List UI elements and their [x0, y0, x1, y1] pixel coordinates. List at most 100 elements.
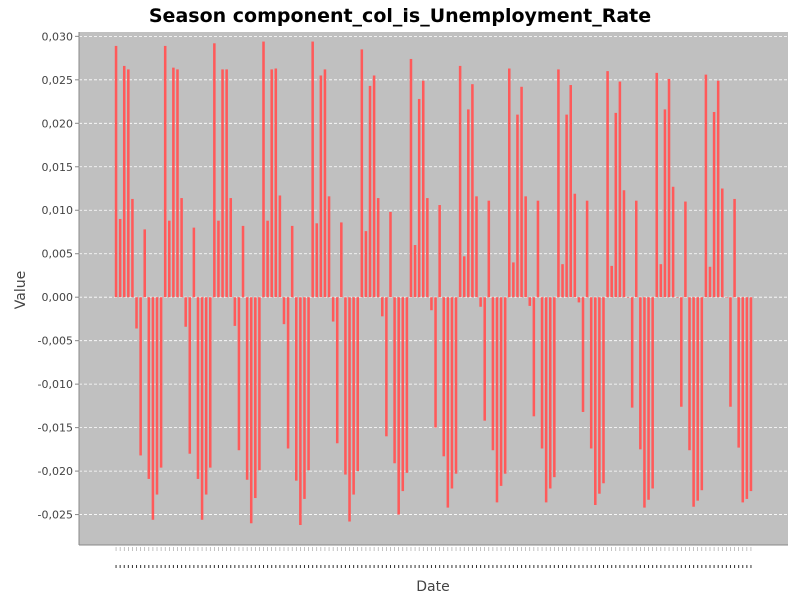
- bar: [454, 297, 458, 474]
- x-tick-label: [512, 565, 514, 568]
- bar: [704, 74, 708, 298]
- bar: [401, 297, 405, 492]
- x-tick-label: [729, 565, 731, 568]
- x-tick-label: [209, 565, 211, 568]
- bar: [630, 297, 634, 408]
- x-tick-label: [742, 565, 744, 568]
- x-tick-label: [426, 565, 428, 568]
- y-tick-label: -0,005: [38, 335, 73, 348]
- x-tick-label: [336, 565, 338, 568]
- plot-area: [78, 32, 788, 546]
- x-tick-label: [156, 565, 158, 568]
- bar: [733, 198, 736, 298]
- bar: [688, 297, 691, 451]
- y-tick-label: -0,020: [38, 465, 73, 478]
- bar: [192, 227, 196, 298]
- bar: [749, 297, 753, 492]
- bar: [385, 297, 388, 437]
- bar: [434, 297, 437, 428]
- bar: [524, 196, 527, 298]
- bar: [409, 58, 413, 298]
- bar: [196, 297, 200, 479]
- x-tick-label: [463, 565, 465, 568]
- bar: [520, 86, 523, 298]
- x-tick-label: [271, 565, 273, 568]
- bar: [315, 223, 319, 298]
- x-tick-label: [308, 565, 310, 568]
- x-tick-label: [516, 565, 518, 568]
- x-tick-label: [291, 565, 293, 568]
- y-tick-label: 0,005: [42, 248, 74, 261]
- x-tick-label: [381, 565, 383, 568]
- x-tick-label: [205, 565, 207, 568]
- bar: [278, 195, 282, 298]
- bar: [204, 297, 208, 495]
- bar: [528, 297, 532, 306]
- bar: [430, 297, 433, 311]
- bar: [495, 297, 499, 503]
- x-tick-label: [615, 565, 617, 568]
- x-tick-label: [672, 565, 674, 568]
- x-tick-label: [480, 565, 482, 568]
- bar: [286, 297, 290, 449]
- x-tick-label: [570, 565, 572, 568]
- bar: [376, 198, 380, 298]
- bar: [295, 297, 298, 481]
- bar: [348, 297, 351, 522]
- bar: [634, 200, 638, 298]
- bar: [213, 43, 216, 298]
- bar: [184, 297, 187, 327]
- bar: [344, 297, 347, 475]
- x-tick-label: [250, 565, 252, 568]
- bar: [381, 297, 384, 317]
- bar: [667, 78, 671, 298]
- bar: [548, 297, 552, 489]
- bar: [393, 297, 396, 464]
- x-tick-label: [201, 565, 203, 568]
- bar: [622, 190, 626, 298]
- y-tick-label: 0,015: [42, 161, 74, 174]
- bar: [675, 297, 679, 298]
- x-tick-label: [398, 565, 400, 568]
- x-tick-label: [680, 565, 682, 568]
- x-tick-label: [234, 565, 236, 568]
- x-tick-label: [574, 565, 576, 568]
- x-tick-label: [504, 565, 506, 568]
- bar: [503, 297, 507, 474]
- x-tick-label: [144, 565, 146, 568]
- x-tick-label: [267, 565, 269, 568]
- x-tick-label: [553, 565, 555, 568]
- x-tick-label: [746, 565, 748, 568]
- bar: [151, 297, 155, 520]
- bar: [471, 84, 474, 298]
- x-tick-label: [328, 565, 330, 568]
- bar: [610, 265, 613, 298]
- bar: [618, 81, 622, 298]
- bar: [249, 297, 253, 524]
- bar: [483, 297, 486, 421]
- x-tick-label: [492, 565, 494, 568]
- x-tick-label: [369, 565, 371, 568]
- bar: [725, 297, 728, 298]
- bar: [172, 67, 175, 298]
- bar: [241, 225, 245, 298]
- x-tick-label: [246, 565, 248, 568]
- bar: [684, 201, 687, 298]
- bar: [594, 297, 597, 506]
- x-tick-label: [303, 565, 305, 568]
- y-tick-label: -0,010: [38, 378, 73, 391]
- x-tick-label: [697, 565, 699, 568]
- x-tick-label: [713, 565, 715, 568]
- bar: [536, 200, 540, 298]
- bar: [356, 297, 359, 472]
- x-tick-label: [332, 565, 334, 568]
- bar: [327, 196, 331, 298]
- x-tick-label: [467, 565, 469, 568]
- bar: [225, 69, 228, 298]
- x-tick-label: [418, 565, 420, 568]
- bar: [561, 264, 564, 298]
- bar: [368, 85, 372, 298]
- x-tick-label: [701, 565, 703, 568]
- bar: [258, 297, 261, 471]
- x-tick-label: [545, 565, 547, 568]
